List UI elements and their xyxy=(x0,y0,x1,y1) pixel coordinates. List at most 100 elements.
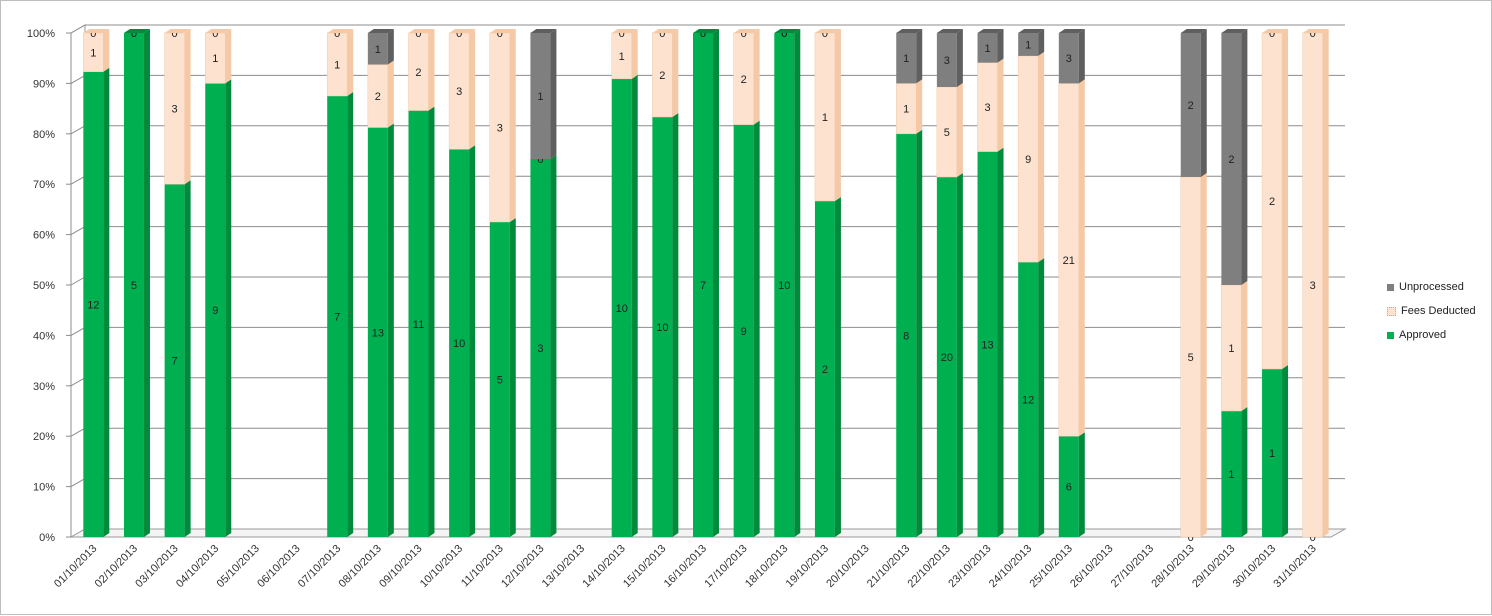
x-tick-label: 16/10/2013 xyxy=(662,543,709,590)
data-label: 9 xyxy=(212,305,218,317)
bar-segment-side xyxy=(143,29,150,537)
data-label: 0 xyxy=(497,28,503,40)
data-label: 2 xyxy=(1188,100,1194,112)
bar-stack: 12 1 0 xyxy=(83,28,110,538)
bar-segment xyxy=(164,184,185,537)
bar-segment-side xyxy=(631,29,638,79)
bar-segment-side xyxy=(1038,29,1045,56)
bar-top xyxy=(1180,29,1207,33)
y-tick-label: 30% xyxy=(33,381,55,393)
bar-segment xyxy=(896,133,917,538)
data-label: 13 xyxy=(981,339,993,351)
y-tick-label: 100% xyxy=(27,28,55,40)
bar-stack: 500 xyxy=(123,28,150,537)
bar-top xyxy=(611,29,638,33)
data-label: 1 xyxy=(903,104,909,116)
x-tick-label: 20/10/2013 xyxy=(824,543,871,590)
x-tick-label: 13/10/2013 xyxy=(540,543,587,590)
bar-segment-side xyxy=(1282,365,1289,537)
bar-top xyxy=(896,29,923,33)
bar-top xyxy=(652,29,679,33)
bar-segment xyxy=(936,33,957,87)
bar-segment-side xyxy=(1078,29,1085,84)
data-label: 3 xyxy=(172,104,178,116)
data-label: 3 xyxy=(456,86,462,98)
bar-segment-side xyxy=(997,29,1004,63)
x-tick-label: 29/10/2013 xyxy=(1190,543,1237,590)
data-label: 1 xyxy=(334,60,340,72)
data-label: 5 xyxy=(497,375,503,387)
bar-segment-side xyxy=(834,197,841,537)
x-tick-label: 21/10/2013 xyxy=(865,543,912,590)
data-label: 2 xyxy=(822,364,828,376)
gridline-depth xyxy=(70,175,86,185)
data-label: 5 xyxy=(1188,352,1194,364)
y-tick-label: 80% xyxy=(33,129,55,141)
bar-segment-side xyxy=(428,29,435,111)
data-label: 2 xyxy=(741,74,747,86)
bar-segment xyxy=(1221,411,1242,537)
data-label: 3 xyxy=(497,123,503,135)
data-label: 1 xyxy=(212,53,218,65)
data-label: 0 xyxy=(90,28,96,40)
data-label: 0 xyxy=(781,28,787,40)
data-label: 3 xyxy=(984,102,990,114)
gridline-depth xyxy=(70,276,86,286)
bar-top xyxy=(1262,29,1289,33)
bar-top xyxy=(83,29,110,33)
y-tick-label: 10% xyxy=(33,482,55,494)
data-label: 1 xyxy=(822,112,828,124)
data-label: 0 xyxy=(1310,28,1316,40)
bar-segment xyxy=(814,201,835,537)
data-label: 3 xyxy=(1066,53,1072,65)
bar-stack: 11 2 0 xyxy=(408,28,435,538)
y-axis: 0% 10% 20% 30% 40% 50% 60% 70% 80% 90% 100% xyxy=(27,28,72,544)
data-label: 7 xyxy=(172,356,178,368)
bar-stack: 7 1 0 xyxy=(326,28,354,537)
bar-segment-side xyxy=(225,79,232,538)
legend: Unprocessed Fees Deducted Approved xyxy=(1387,275,1476,347)
bar-segment xyxy=(1180,33,1201,177)
bar-top xyxy=(327,29,354,33)
bar-stack: 6 21 3 xyxy=(1058,29,1085,537)
bar-segment-side xyxy=(1078,79,1085,437)
legend-label: Approved xyxy=(1399,329,1447,341)
legend-swatch xyxy=(1387,306,1396,316)
x-tick-label: 08/10/2013 xyxy=(337,543,384,590)
bar-segment xyxy=(733,124,754,538)
y-tick-label: 70% xyxy=(33,179,55,191)
gridline-depth xyxy=(70,24,86,34)
bar-segment-side xyxy=(347,29,354,96)
bar-segment xyxy=(936,177,957,537)
bar-segment-side xyxy=(184,180,191,537)
bar-segment-side xyxy=(428,106,435,538)
bar-segment-side xyxy=(672,113,679,537)
bar-segment xyxy=(1221,33,1242,285)
bar-stack: 10 2 0 xyxy=(652,28,679,537)
data-label: 10 xyxy=(616,303,628,315)
bar-segment-side xyxy=(834,29,841,201)
bar-segment-side xyxy=(956,29,963,87)
data-label: 9 xyxy=(1025,154,1031,166)
x-tick-label: 19/10/2013 xyxy=(784,543,831,590)
bar-segment xyxy=(977,151,998,537)
data-label: 2 xyxy=(1228,154,1234,166)
bar-segment-side xyxy=(713,29,719,537)
x-tick-label: 12/10/2013 xyxy=(499,543,546,590)
bar-segment-side xyxy=(387,123,394,537)
bar-segment-side xyxy=(1282,29,1289,369)
bar-top xyxy=(1018,29,1045,33)
bar-stack: 9 2 0 xyxy=(733,28,760,538)
data-label: 0 xyxy=(1310,532,1316,544)
bar-segment xyxy=(367,33,388,65)
data-label: 12 xyxy=(87,299,99,311)
data-label: 0 xyxy=(822,28,828,40)
bar-stack: 13 3 1 xyxy=(977,29,1004,537)
bar-top xyxy=(123,29,150,33)
legend-item: Approved xyxy=(1387,323,1476,347)
data-label: 1 xyxy=(90,47,96,59)
bar-segment-side xyxy=(347,92,354,537)
bar-segment xyxy=(774,33,795,537)
